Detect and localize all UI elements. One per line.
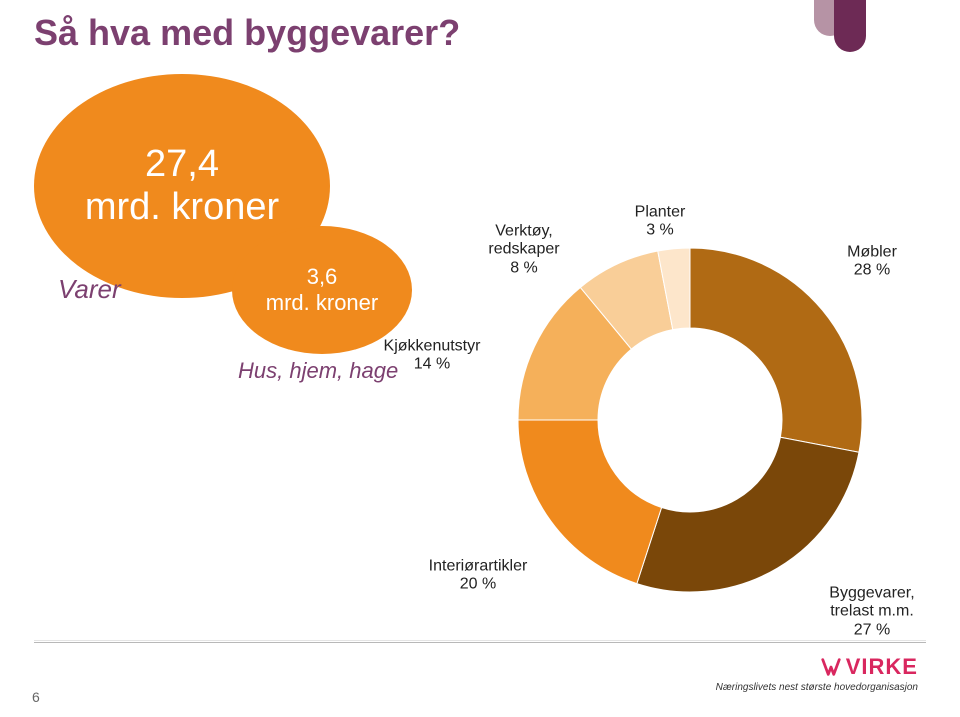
logo-tagline: Næringslivets nest største hovedorganisa… (716, 682, 918, 693)
footer-rule-light (34, 640, 926, 641)
donut-label-planter: Planter3 % (635, 204, 686, 241)
donut-label-verktoy: Verktøy,redskaper8 % (488, 222, 559, 277)
donut-svg (516, 246, 864, 594)
donut-label-kjokken: Kjøkkenutstyr14 % (384, 338, 481, 375)
donut-slice-mobler (690, 248, 862, 452)
donut-slice-byggevarer (637, 437, 859, 592)
brand-logo: VIRKE Næringslivets nest største hovedor… (716, 654, 918, 693)
bubble-small-value: 3,6 (307, 264, 338, 290)
donut-slice-interior (518, 420, 662, 584)
corner-accent (814, 0, 894, 52)
label-hus: Hus, hjem, hage (238, 358, 398, 384)
bubble-small: 3,6 mrd. kroner (232, 226, 412, 354)
donut-label-byggevarer: Byggevarer,trelast m.m.27 % (829, 584, 914, 639)
donut-label-mobler: Møbler28 % (847, 244, 897, 281)
bubble-small-unit: mrd. kroner (266, 290, 378, 316)
label-varer: Varer (58, 274, 121, 305)
page-number: 6 (32, 689, 40, 705)
bubble-big-value: 27,4 (145, 143, 219, 186)
bubble-big-unit: mrd. kroner (85, 186, 279, 229)
logo-wordmark: VIRKE (846, 654, 918, 680)
slide: Så hva med byggevarer? 27,4 mrd. kroner … (0, 0, 960, 717)
donut-label-interior: Interiørartikler20 % (429, 558, 528, 595)
donut-chart (516, 246, 864, 594)
logo-mark-icon (820, 656, 842, 678)
footer-rule (34, 642, 926, 643)
page-title: Så hva med byggevarer? (34, 12, 460, 54)
